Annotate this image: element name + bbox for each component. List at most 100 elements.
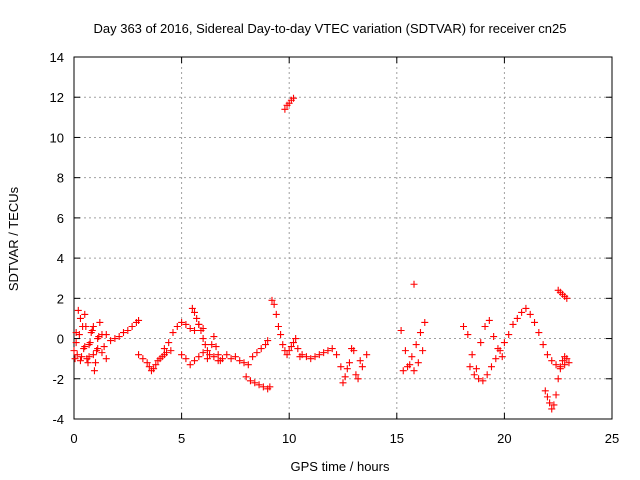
data-point xyxy=(563,294,571,302)
data-point xyxy=(298,351,306,359)
data-point xyxy=(242,373,250,381)
data-point xyxy=(412,341,420,349)
data-point xyxy=(208,341,216,349)
data-point xyxy=(111,335,119,343)
data-point xyxy=(292,335,300,343)
data-point xyxy=(345,359,353,367)
data-point xyxy=(186,325,194,332)
data-point xyxy=(195,320,203,328)
data-point xyxy=(479,377,487,385)
data-point xyxy=(191,327,199,335)
data-point xyxy=(173,322,181,330)
data-point xyxy=(231,353,239,361)
data-point xyxy=(214,357,222,365)
y-tick-label: 6 xyxy=(57,211,64,226)
data-point xyxy=(223,351,231,359)
data-point xyxy=(290,94,298,102)
data-point xyxy=(513,314,521,322)
data-point xyxy=(80,345,88,353)
data-point xyxy=(107,337,115,345)
data-point xyxy=(119,329,127,337)
data-point xyxy=(315,351,323,359)
data-point xyxy=(470,371,478,379)
data-point xyxy=(206,351,214,359)
data-point xyxy=(188,304,196,312)
data-point xyxy=(561,361,569,369)
x-tick-label: 5 xyxy=(178,431,185,446)
data-point xyxy=(135,316,143,324)
y-tick-label: 14 xyxy=(50,50,64,65)
data-point xyxy=(73,351,81,359)
x-tick-label: 0 xyxy=(70,431,77,446)
data-point xyxy=(236,357,244,365)
data-point xyxy=(543,351,551,359)
data-point xyxy=(152,361,160,369)
data-point xyxy=(268,296,276,304)
data-point xyxy=(257,345,265,353)
data-point xyxy=(78,353,86,361)
data-point xyxy=(294,345,302,353)
data-point xyxy=(408,353,416,361)
data-point xyxy=(266,383,274,391)
data-point xyxy=(124,327,132,335)
tick-layer: -4 -2 0 2 4 6 8 10 12 14 0 5 10 15 20 25 xyxy=(50,50,620,446)
data-point xyxy=(90,367,98,375)
data-point xyxy=(477,339,485,347)
data-point xyxy=(565,359,573,367)
data-point xyxy=(203,355,211,363)
data-point xyxy=(343,365,351,373)
data-point xyxy=(281,105,289,113)
data-point xyxy=(182,355,190,363)
data-point xyxy=(86,339,94,347)
data-point xyxy=(324,347,332,355)
data-point xyxy=(199,349,207,357)
data-point xyxy=(210,353,218,361)
data-point xyxy=(74,306,82,314)
data-point xyxy=(460,322,468,330)
y-tick-label: -4 xyxy=(52,412,64,427)
data-point xyxy=(277,331,285,339)
data-point xyxy=(193,314,201,322)
data-point xyxy=(71,355,79,363)
data-point xyxy=(337,363,345,371)
data-point xyxy=(244,361,252,369)
data-point xyxy=(214,351,222,359)
data-point xyxy=(195,353,203,361)
data-point xyxy=(354,375,362,383)
data-point xyxy=(302,353,310,361)
data-point xyxy=(169,329,177,337)
data-point xyxy=(102,355,110,363)
data-point xyxy=(212,343,220,351)
data-point xyxy=(81,310,89,318)
data-point xyxy=(135,351,143,359)
data-point xyxy=(76,357,84,365)
data-point xyxy=(550,401,558,409)
data-point xyxy=(89,322,97,330)
plot-frame xyxy=(73,56,613,420)
data-point xyxy=(481,322,489,330)
data-point xyxy=(264,337,272,345)
data-point xyxy=(251,379,259,387)
data-point xyxy=(548,405,556,413)
data-point xyxy=(410,367,418,375)
x-tick-label: 10 xyxy=(282,431,296,446)
data-point xyxy=(311,353,319,361)
x-tick-label: 25 xyxy=(605,431,619,446)
data-point xyxy=(218,355,226,363)
data-point xyxy=(203,347,211,355)
data-point xyxy=(210,333,218,341)
y-tick-label: 10 xyxy=(50,130,64,145)
y-tick-label: 0 xyxy=(57,332,64,347)
data-point xyxy=(199,335,207,343)
points-layer xyxy=(70,94,573,413)
data-point xyxy=(341,373,349,381)
data-point xyxy=(98,349,106,357)
data-point xyxy=(167,347,175,355)
data-point xyxy=(89,351,97,359)
y-tick-label: -2 xyxy=(52,372,64,387)
data-point xyxy=(352,371,360,379)
y-tick-label: 8 xyxy=(57,171,64,186)
data-point xyxy=(249,353,257,361)
data-point xyxy=(76,314,84,322)
x-axis-label: GPS time / hours xyxy=(291,459,390,474)
